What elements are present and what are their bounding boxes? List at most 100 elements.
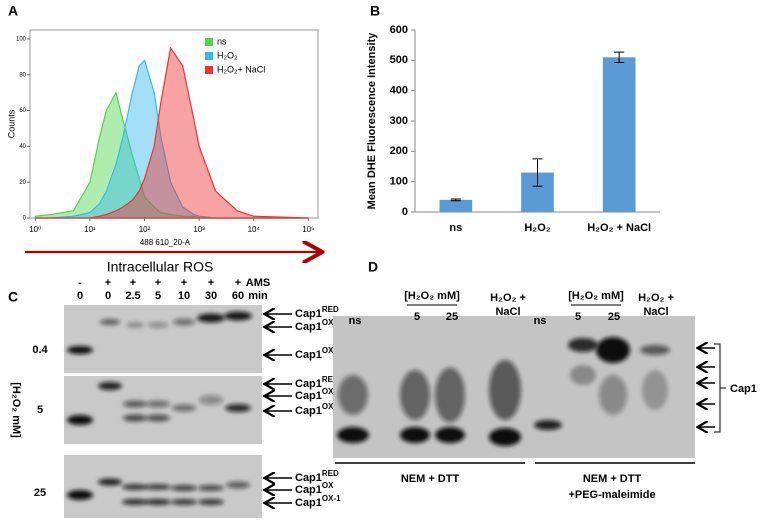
blot-band [67,346,93,354]
band-label: Cap1OX-1 [295,346,341,361]
panel-a: 0 20 40 60 80 100 10⁰ 10¹ 10² 10³ 10⁴ 10⁵ ns H₂O₂ H₂O₂… [6,29,318,275]
blot-band [642,370,668,410]
x-tick-label: 10⁵ [302,225,314,234]
panel-b: 0 100 200 300 400 500 600 ns H₂O₂ H₂O₂ + NaCl Mean… [366,24,660,234]
panel-label: B [370,3,380,19]
blot-band [145,484,171,490]
lane-sign: + [235,277,241,289]
y-tick-label: 300 [390,115,408,127]
blot-band [123,414,147,422]
x-axis-label: 488 610_20-A [140,238,191,247]
band-state: OX-1 [322,402,341,411]
bar [439,199,473,212]
band-state: OX-1 [322,494,341,503]
blot-band [171,499,197,505]
band-name: Cap1 [295,349,322,361]
blot-band [224,311,252,321]
blot-band [489,360,521,420]
blot-band [98,382,122,390]
axis-caption: Intracellular ROS [107,259,214,275]
y-tick-label: 500 [390,54,408,66]
blot-band [198,499,224,505]
panel-label: C [8,289,18,305]
target-label: Cap1 [730,383,757,395]
row-label: 25 [34,487,46,499]
legend-label: H₂O₂+ NaCl [217,64,265,74]
blot-band [172,404,196,412]
legend-swatch [205,38,213,46]
blot-band [173,318,195,326]
band-state: RED [322,469,339,478]
blot-band [123,400,147,408]
lane-label: H₂O₂ + [490,292,526,304]
panel-label: A [8,3,18,19]
blot-band [171,485,197,491]
x-tick-label: 10⁰ [29,225,41,234]
lane-time: 30 [205,290,217,302]
lane-sign: + [130,277,136,289]
band-state: OX-1 [322,346,341,355]
band-state: RED [322,375,339,384]
lane-label: ns [349,315,362,327]
y-tick-label: 0 [23,216,27,222]
x-tick-label: 10³ [193,225,205,234]
band-name: Cap1 [295,321,322,333]
blot-band [122,484,148,490]
y-tick-label: 60 [19,108,26,114]
lane-time: 2.5 [125,290,140,302]
band-label: Cap1RED [295,375,339,390]
blot-band [98,478,122,486]
blot-band [489,428,521,446]
error-bar [532,158,543,187]
blot-band [596,337,630,363]
band-name: Cap1 [295,308,322,320]
lane-label: NaCl [643,306,668,318]
lane-label: 25 [608,311,620,323]
band-state: OX [322,318,334,327]
band-label: Cap1RED [295,469,339,484]
y-tick-label: 400 [390,85,408,97]
legend-label: H₂O₂ [217,50,238,60]
lane-label: H₂O₂ + [638,292,674,304]
band-state: RED [322,305,339,314]
band-label: Cap1OX-1 [295,494,341,509]
blot-band [435,367,465,423]
blot-band [400,427,430,443]
lane-sign: + [181,277,187,289]
blot-band [400,370,430,420]
x-tick-label: 10² [139,225,151,234]
y-tick-label: 200 [390,145,408,157]
lane-label: 5 [414,311,420,323]
lane-time: 10 [178,290,190,302]
blot-band [568,338,598,352]
x-tick-label: ns [449,222,462,234]
row-label: 5 [37,404,43,416]
y-axis-label: [H₂O₂ mM] [10,382,22,438]
blot-band [640,345,670,355]
blot-band [100,319,120,325]
legend-label: ns [217,36,227,46]
blot-band [337,427,369,443]
lane-sign: - [78,277,82,289]
band-state: OX [322,481,334,490]
band-label: Cap1OX [295,481,334,496]
blot-band [570,365,596,385]
blot-band [225,404,251,412]
lane-label: ns [534,315,547,327]
lane-label: 25 [446,311,458,323]
blot-band [67,415,93,425]
error-bar [450,198,461,202]
y-axis-label: Mean DHE Fluorescence Intensity [366,32,378,210]
group-label: NEM + DTT [583,473,642,485]
lane-label: 5 [575,311,581,323]
lane-sign: + [105,277,111,289]
blot-band [338,375,368,415]
x-tick-label: H₂O₂ + NaCl [587,222,651,234]
band-label: Cap1RED [295,305,339,320]
lane-sign: + [208,277,214,289]
blot-band [122,499,148,505]
blot-band [435,427,465,443]
y-tick-label: 40 [19,144,26,150]
blot-band [148,322,168,328]
